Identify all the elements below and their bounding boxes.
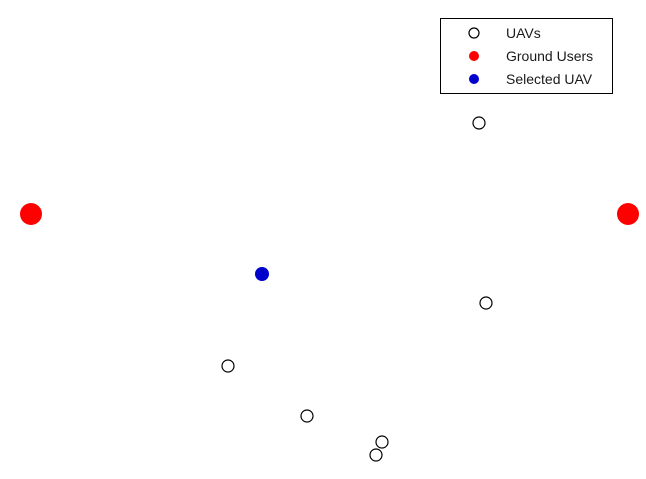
uavs-point-2: [479, 296, 493, 310]
uavs-point-5: [375, 435, 389, 449]
uavs-point-3: [221, 359, 235, 373]
selected-uav-point-1: [255, 267, 269, 281]
legend-marker-selected-uav: [469, 74, 479, 84]
uavs-point-1: [472, 116, 486, 130]
points-layer: [20, 116, 639, 462]
legend-label-ground-users: Ground Users: [506, 48, 593, 64]
uavs-point-4: [300, 409, 314, 423]
legend: UAVs Ground Users Selected UAV: [440, 18, 613, 94]
legend-marker-uavs: [468, 27, 480, 39]
uavs-point-6: [369, 448, 383, 462]
legend-marker-ground-users: [469, 51, 479, 61]
legend-label-selected-uav: Selected UAV: [506, 71, 593, 87]
ground-users-point-1: [20, 203, 42, 225]
legend-label-uavs: UAVs: [506, 25, 541, 41]
ground-users-point-2: [617, 203, 639, 225]
